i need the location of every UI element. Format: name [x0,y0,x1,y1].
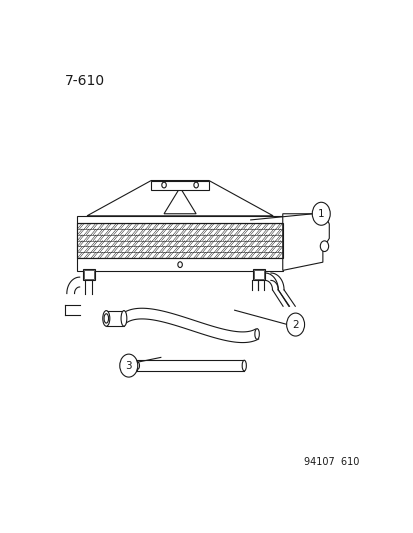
Text: 7-610: 7-610 [64,74,104,88]
Polygon shape [164,188,196,214]
Polygon shape [282,214,328,270]
Bar [83,270,94,279]
Circle shape [311,202,330,225]
Bar [252,269,264,280]
Bar [77,258,282,271]
Ellipse shape [242,360,246,371]
Bar [151,181,209,190]
Ellipse shape [121,311,126,326]
Circle shape [193,182,198,188]
Text: 1: 1 [317,209,324,219]
Ellipse shape [135,362,139,369]
Text: 94107  610: 94107 610 [304,457,359,467]
Text: 3: 3 [125,361,132,370]
Polygon shape [87,181,273,216]
Circle shape [161,182,166,188]
Text: 2: 2 [292,320,298,329]
Bar [77,223,282,258]
Bar [253,270,263,279]
Bar [77,216,282,223]
Ellipse shape [254,329,259,340]
Ellipse shape [104,314,108,323]
Ellipse shape [124,360,129,371]
Bar [106,311,123,326]
Circle shape [286,313,304,336]
Circle shape [178,262,182,268]
Circle shape [320,241,328,252]
Bar [127,360,137,371]
Bar [77,223,282,258]
Circle shape [119,354,138,377]
Bar [82,269,95,280]
Ellipse shape [102,311,109,326]
